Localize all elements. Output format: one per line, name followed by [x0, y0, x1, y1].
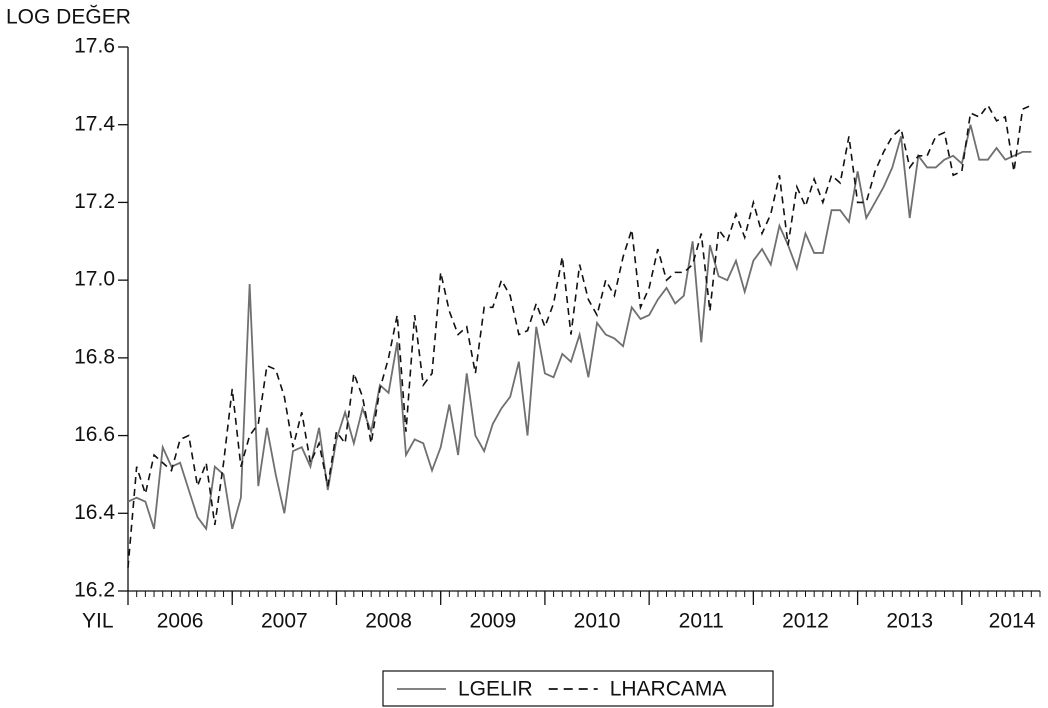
x-tick-label: 2012	[782, 610, 829, 633]
x-axis-label: YIL	[82, 610, 114, 633]
x-tick-label: 2007	[261, 610, 308, 633]
y-tick-label: 17.2	[74, 190, 115, 213]
y-axis-label: LOG DEĞER	[6, 6, 131, 29]
x-tick-label: 2008	[365, 610, 412, 633]
legend-label: LHARCAMA	[610, 678, 727, 701]
series-line	[127, 124, 1032, 532]
x-tick-label: 2010	[574, 610, 621, 633]
x-tick-label: 2011	[679, 610, 724, 633]
x-tick-label: 2014	[989, 610, 1036, 633]
x-tick-label: 2013	[886, 610, 933, 633]
legend-label: LGELIR	[458, 678, 533, 701]
x-tick-label: 2006	[157, 610, 204, 633]
y-tick-label: 17.4	[74, 112, 115, 135]
y-tick-label: 17.0	[74, 268, 115, 291]
y-tick-label: 17.6	[74, 35, 115, 58]
legend-box	[382, 670, 774, 707]
y-tick-label: 16.6	[74, 423, 115, 446]
series-line	[127, 103, 1032, 568]
y-tick-label: 16.2	[74, 579, 115, 602]
y-tick-label: 16.4	[74, 501, 115, 524]
y-tick-label: 16.8	[74, 345, 115, 368]
x-tick-label: 2009	[469, 610, 516, 633]
